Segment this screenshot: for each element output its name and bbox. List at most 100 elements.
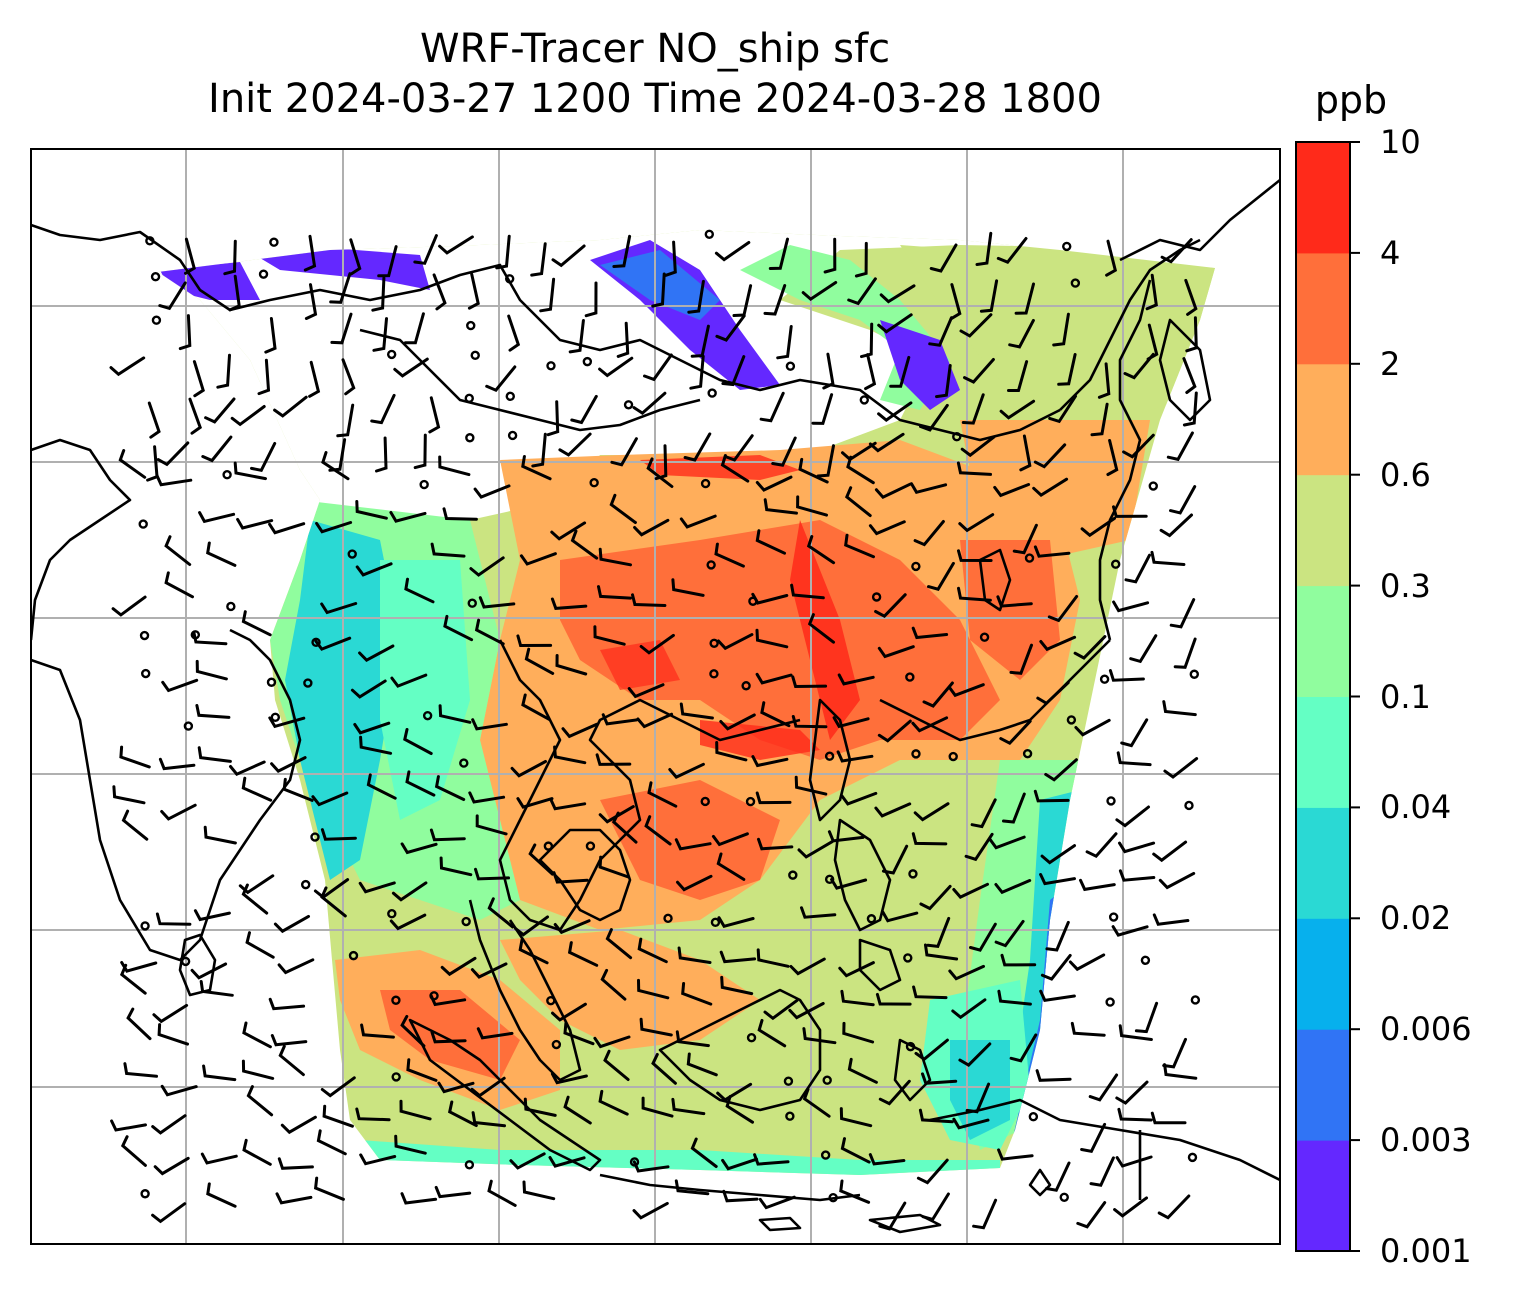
- wind-barb: [751, 755, 789, 768]
- wind-barb: [610, 437, 638, 467]
- wind-barb: [241, 776, 273, 802]
- wind-barb: [558, 432, 592, 457]
- wind-barb: [487, 897, 515, 929]
- calm-wind-marker: [311, 637, 321, 648]
- colorbar-segment: [1296, 696, 1350, 808]
- wind-barb: [329, 272, 352, 304]
- wind-barb: [434, 775, 466, 801]
- wind-barb: [524, 647, 555, 675]
- wind-barb: [203, 825, 237, 845]
- wind-barb: [760, 701, 791, 728]
- wind-barb: [355, 500, 388, 520]
- wind-barb: [216, 353, 231, 389]
- wind-barb: [1014, 282, 1035, 315]
- wind-barb: [111, 595, 147, 617]
- wind-barb: [598, 547, 632, 567]
- calm-wind-marker: [139, 630, 150, 641]
- wind-barb: [601, 713, 639, 726]
- calm-wind-marker: [1148, 481, 1158, 491]
- calm-wind-marker: [310, 832, 320, 842]
- wind-barb: [198, 511, 236, 524]
- colorbar-segment: [1296, 474, 1350, 587]
- wind-barb: [877, 401, 913, 422]
- calm-wind-marker: [391, 1072, 401, 1082]
- wind-barb: [550, 1072, 588, 1085]
- calm-wind-marker: [546, 995, 556, 1006]
- wind-barb: [273, 395, 308, 418]
- wind-barb: [632, 1201, 669, 1220]
- calm-wind-marker: [948, 751, 958, 762]
- wind-barb: [668, 762, 705, 779]
- wind-barb: [552, 871, 589, 884]
- wind-barb: [827, 830, 865, 843]
- wind-barb: [158, 281, 187, 311]
- calm-wind-marker: [1140, 955, 1151, 966]
- wind-barb: [881, 844, 909, 875]
- wind-barb: [632, 1160, 670, 1173]
- wind-barb: [794, 775, 828, 796]
- wind-barb: [720, 975, 754, 996]
- wind-barb: [303, 234, 317, 272]
- wind-barb: [430, 1030, 467, 1044]
- calm-wind-marker: [145, 236, 155, 246]
- wind-barb: [280, 1115, 317, 1135]
- wind-barb: [264, 317, 277, 354]
- wind-barb: [755, 475, 793, 492]
- wind-barb: [593, 1035, 631, 1049]
- wind-barb: [639, 633, 675, 655]
- wind-barb: [807, 613, 835, 644]
- calm-wind-marker: [745, 796, 756, 807]
- wind-barb: [1033, 443, 1067, 469]
- wind-barb: [230, 405, 266, 427]
- wind-barb: [722, 1189, 759, 1203]
- calm-wind-marker: [1066, 715, 1077, 725]
- calm-wind-marker: [663, 913, 673, 924]
- wind-barb: [1162, 1037, 1187, 1069]
- wind-barb: [757, 837, 794, 851]
- wind-barb: [847, 277, 877, 306]
- wind-barb: [763, 498, 798, 515]
- wind-barb: [725, 1095, 754, 1124]
- wind-barb: [676, 874, 713, 892]
- wind-barb: [686, 1052, 718, 1077]
- wind-barb: [1112, 600, 1150, 613]
- wind-barb: [164, 535, 192, 566]
- wind-barb: [1152, 913, 1190, 926]
- wind-barb: [791, 675, 828, 689]
- wind-barb: [1111, 925, 1149, 937]
- title-line-2: Init 2024-03-27 1200 Time 2024-03-28 180…: [208, 76, 1102, 122]
- wind-barb: [434, 1185, 472, 1199]
- wind-barb: [470, 1076, 506, 1098]
- wind-barb: [245, 931, 275, 959]
- wind-barb: [996, 595, 1033, 608]
- wind-barb: [531, 432, 547, 468]
- wind-barb: [476, 1027, 514, 1040]
- calm-wind-marker: [266, 677, 277, 687]
- wind-barb: [308, 360, 321, 398]
- wind-barb: [717, 633, 754, 651]
- wind-barb: [270, 756, 307, 773]
- wind-barb: [257, 358, 271, 396]
- wind-barb: [403, 728, 433, 755]
- wind-barb: [878, 1201, 907, 1231]
- wind-barb: [806, 535, 836, 565]
- wind-barb: [197, 746, 232, 763]
- wind-barb: [568, 319, 585, 354]
- wind-barb: [763, 998, 799, 1021]
- wind-barb: [714, 241, 751, 262]
- wind-barb: [474, 867, 510, 881]
- wind-barb: [1184, 278, 1198, 316]
- wind-barb: [161, 678, 199, 693]
- wind-barb: [400, 1014, 426, 1048]
- calm-wind-marker: [551, 1039, 562, 1050]
- wind-barb: [204, 397, 236, 424]
- wind-barb: [1118, 841, 1156, 854]
- wind-barb: [687, 279, 705, 314]
- wind-barb: [570, 529, 599, 560]
- wind-barb: [1169, 485, 1197, 515]
- wind-barb: [438, 455, 471, 477]
- wind-barb: [1035, 1069, 1072, 1082]
- wind-barb: [151, 1202, 187, 1224]
- wind-barb: [550, 597, 588, 610]
- colorbar: [1295, 141, 1360, 1252]
